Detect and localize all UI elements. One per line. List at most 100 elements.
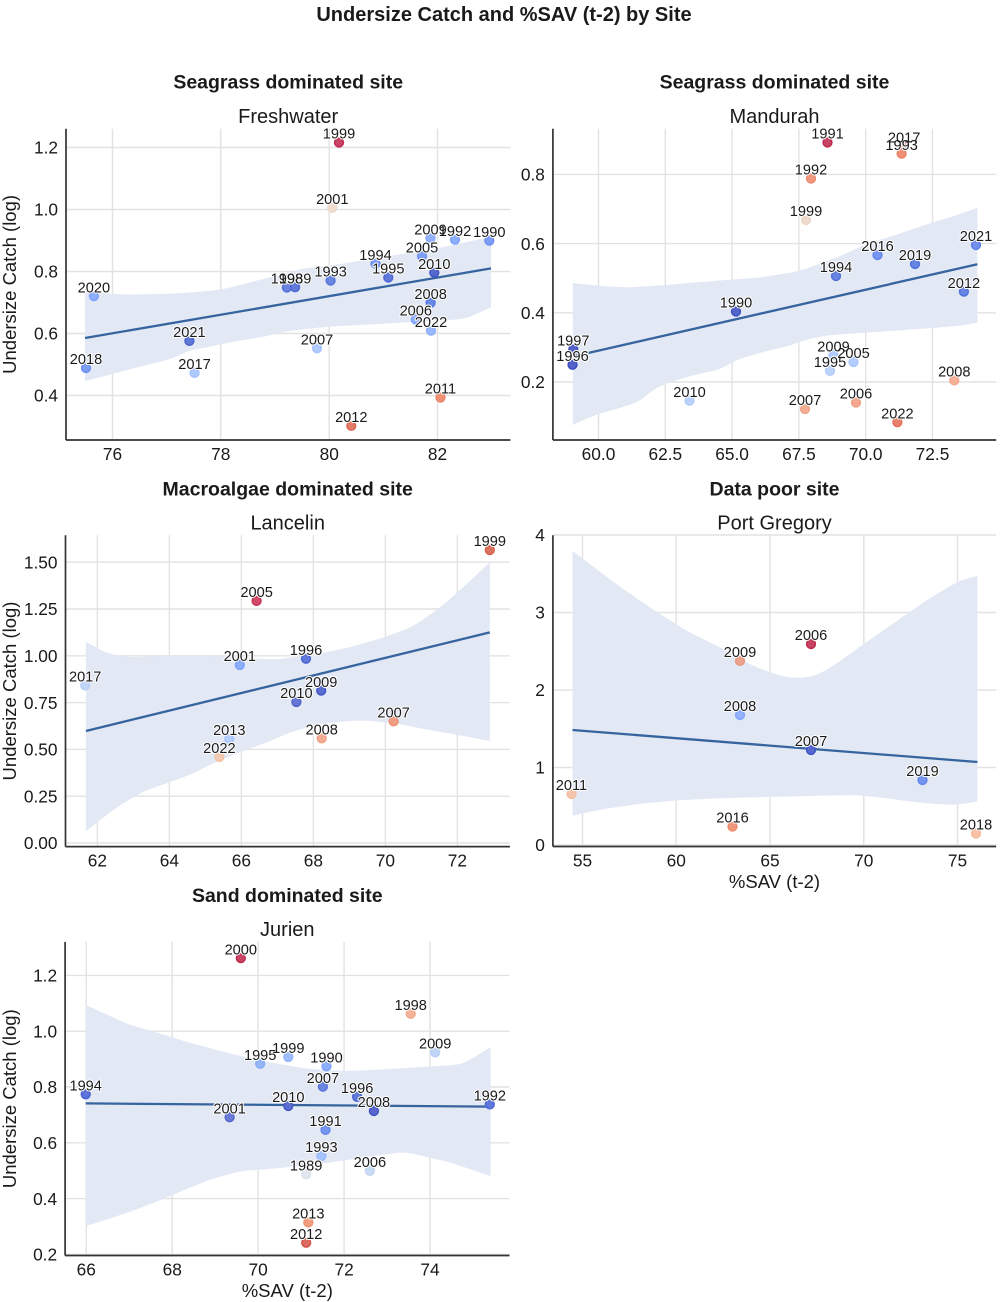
svg-text:2: 2 [535,680,545,700]
svg-text:2022: 2022 [203,741,235,757]
svg-text:2009: 2009 [724,645,756,661]
svg-text:2006: 2006 [795,628,827,644]
svg-text:2019: 2019 [906,764,938,780]
svg-text:2009: 2009 [305,675,337,691]
svg-text:1989: 1989 [290,1159,322,1175]
svg-text:2016: 2016 [716,811,748,827]
svg-text:Seagrass dominated site: Seagrass dominated site [173,72,403,94]
svg-text:74: 74 [420,1260,440,1280]
svg-text:2018: 2018 [70,352,102,368]
svg-text:1997: 1997 [557,334,589,350]
svg-text:1995: 1995 [814,355,846,371]
svg-text:68: 68 [304,851,323,871]
svg-text:1.0: 1.0 [34,200,58,220]
svg-text:1994: 1994 [359,248,391,264]
svg-text:%SAV (t-2): %SAV (t-2) [729,871,820,892]
svg-text:2006: 2006 [840,387,872,403]
svg-text:70: 70 [248,1260,267,1280]
svg-text:2000: 2000 [225,942,257,958]
svg-text:0.2: 0.2 [33,1245,57,1265]
svg-text:70: 70 [376,851,395,871]
svg-text:1999: 1999 [790,204,822,220]
svg-text:2013: 2013 [213,723,245,739]
svg-text:2011: 2011 [556,778,587,794]
svg-text:64: 64 [160,851,180,871]
svg-text:2006: 2006 [400,304,432,320]
svg-text:1999: 1999 [474,534,506,550]
svg-text:2013: 2013 [213,723,245,739]
svg-text:1994: 1994 [820,260,852,276]
svg-text:1990: 1990 [473,225,505,241]
svg-text:2001: 2001 [316,192,348,208]
svg-text:2013: 2013 [292,1207,324,1223]
svg-text:2007: 2007 [377,706,409,722]
svg-text:66: 66 [77,1260,96,1280]
svg-text:2019: 2019 [899,248,931,264]
svg-text:2010: 2010 [280,686,312,702]
svg-text:1993: 1993 [885,138,917,154]
svg-text:2021: 2021 [173,325,205,341]
svg-text:1996: 1996 [556,349,588,365]
svg-text:2006: 2006 [840,387,872,403]
svg-text:2012: 2012 [290,1227,322,1243]
svg-text:0.75: 0.75 [24,693,58,713]
svg-text:1990: 1990 [720,296,752,312]
svg-text:2008: 2008 [938,365,970,381]
svg-text:2010: 2010 [280,686,312,702]
svg-text:0: 0 [535,835,545,855]
svg-text:1995: 1995 [244,1048,276,1064]
svg-text:3: 3 [535,603,545,623]
svg-text:2005: 2005 [240,585,272,601]
svg-text:0.8: 0.8 [521,165,545,185]
svg-text:1991: 1991 [309,1114,341,1130]
svg-text:1.2: 1.2 [34,138,58,158]
svg-text:2009: 2009 [724,645,756,661]
svg-text:2017: 2017 [69,670,101,686]
svg-text:2009: 2009 [419,1037,451,1053]
svg-text:1990: 1990 [310,1050,342,1066]
svg-text:2008: 2008 [358,1095,390,1111]
svg-text:62.5: 62.5 [648,444,682,464]
svg-text:2017: 2017 [888,130,920,146]
svg-text:Macroalgae dominated site: Macroalgae dominated site [163,478,413,500]
svg-text:1.2: 1.2 [33,966,57,986]
svg-text:67.5: 67.5 [782,444,816,464]
svg-text:2022: 2022 [415,315,447,331]
svg-text:1995: 1995 [244,1048,276,1064]
svg-text:2017: 2017 [178,357,210,373]
svg-text:1999: 1999 [272,1041,304,1057]
svg-text:1.50: 1.50 [24,552,58,572]
svg-text:2000: 2000 [225,942,257,958]
svg-text:Undersize Catch (log): Undersize Catch (log) [0,1009,20,1188]
svg-text:2011: 2011 [556,778,587,794]
svg-text:60: 60 [667,851,686,871]
svg-text:1992: 1992 [795,163,827,179]
svg-text:2005: 2005 [837,346,869,362]
svg-text:1998: 1998 [394,998,426,1014]
svg-text:1992: 1992 [795,163,827,179]
svg-text:2021: 2021 [960,229,992,245]
svg-text:2017: 2017 [888,130,920,146]
svg-text:62: 62 [88,851,107,871]
svg-text:2009: 2009 [414,223,446,239]
svg-text:2006: 2006 [354,1155,386,1171]
svg-text:2008: 2008 [414,287,446,303]
svg-text:2016: 2016 [716,811,748,827]
svg-text:1996: 1996 [341,1081,373,1097]
svg-text:2006: 2006 [354,1155,386,1171]
svg-text:1996: 1996 [556,349,588,365]
svg-text:2012: 2012 [335,410,367,426]
svg-text:0.4: 0.4 [33,1189,57,1209]
svg-text:2022: 2022 [881,406,913,422]
svg-text:1999: 1999 [323,127,355,143]
svg-text:0.2: 0.2 [521,372,545,392]
svg-text:1993: 1993 [305,1140,337,1156]
svg-text:2007: 2007 [377,706,409,722]
svg-text:2008: 2008 [305,723,337,739]
svg-text:1992: 1992 [439,224,471,240]
svg-text:78: 78 [211,444,230,464]
svg-text:2022: 2022 [415,315,447,331]
svg-text:82: 82 [428,444,447,464]
svg-text:2010: 2010 [673,385,705,401]
svg-text:2007: 2007 [301,332,333,348]
